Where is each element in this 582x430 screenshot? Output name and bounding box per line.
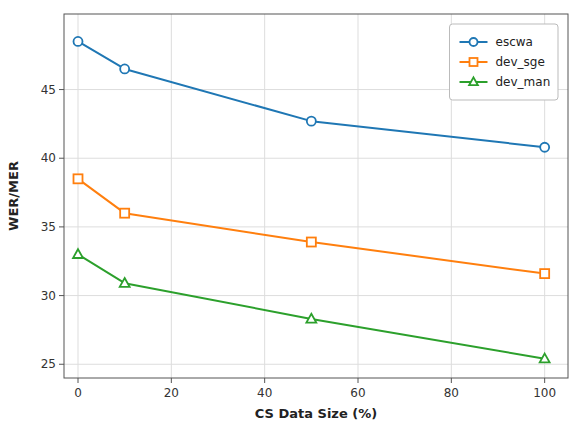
legend-label: dev_man [496, 75, 551, 89]
tick-x [264, 378, 265, 383]
series [73, 249, 550, 362]
legend-marker [469, 77, 478, 85]
point [306, 314, 316, 323]
point [307, 238, 316, 247]
grid-line-y [64, 158, 568, 159]
legend-label: dev_sge [496, 55, 545, 69]
point [120, 209, 129, 218]
tick-label-y: 35 [41, 220, 56, 234]
point [540, 143, 549, 152]
tick-label-y: 45 [41, 83, 56, 97]
tick-label-y: 40 [41, 151, 56, 165]
legend: escwa dev_sge dev_man [450, 24, 559, 100]
data-area [73, 37, 550, 362]
tick-label-y: 30 [41, 289, 56, 303]
grid [64, 14, 568, 378]
series-line [78, 179, 545, 274]
legend-label: escwa [496, 35, 533, 49]
tick-x [358, 378, 359, 383]
tick-label-x: 40 [257, 386, 272, 400]
series-line [78, 254, 545, 358]
point [307, 117, 316, 126]
tick-y [59, 226, 64, 227]
point [540, 269, 549, 278]
legend-marker [470, 38, 478, 46]
chart: 0 20 40 60 80 100 25 30 35 40 45 CS Data Size (%) WE… [0, 0, 582, 430]
point [74, 174, 83, 183]
tick-y [59, 89, 64, 90]
tick-x [544, 378, 545, 383]
tick-label-x: 20 [164, 386, 179, 400]
tick-x [451, 378, 452, 383]
point [540, 354, 550, 363]
tick-y [59, 364, 64, 365]
point [120, 278, 130, 287]
y-axis-label: WER/MER [6, 161, 21, 231]
point [120, 64, 129, 73]
tick-label-y: 25 [41, 357, 56, 371]
grid-line-y [64, 295, 568, 296]
tick-y [59, 158, 64, 159]
tick-label-x: 100 [533, 386, 556, 400]
tick-x [171, 378, 172, 383]
tick-label-x: 80 [444, 386, 459, 400]
axes: 0 20 40 60 80 100 25 30 35 40 45 [41, 83, 556, 400]
grid-line-x [358, 14, 359, 378]
grid-line-y [64, 226, 568, 227]
tick-label-x: 0 [74, 386, 82, 400]
legend-box [450, 24, 559, 100]
legend-marker [470, 58, 478, 66]
point [74, 37, 83, 46]
plot-background [64, 14, 568, 378]
grid-line-x [171, 14, 172, 378]
x-axis-label: CS Data Size (%) [255, 406, 377, 421]
series [74, 174, 550, 278]
tick-label-x: 60 [350, 386, 365, 400]
grid-line-x [78, 14, 79, 378]
tick-x [78, 378, 79, 383]
point [73, 249, 83, 258]
grid-line-x [264, 14, 265, 378]
tick-y [59, 295, 64, 296]
grid-line-y [64, 364, 568, 365]
plot-frame [64, 14, 568, 378]
